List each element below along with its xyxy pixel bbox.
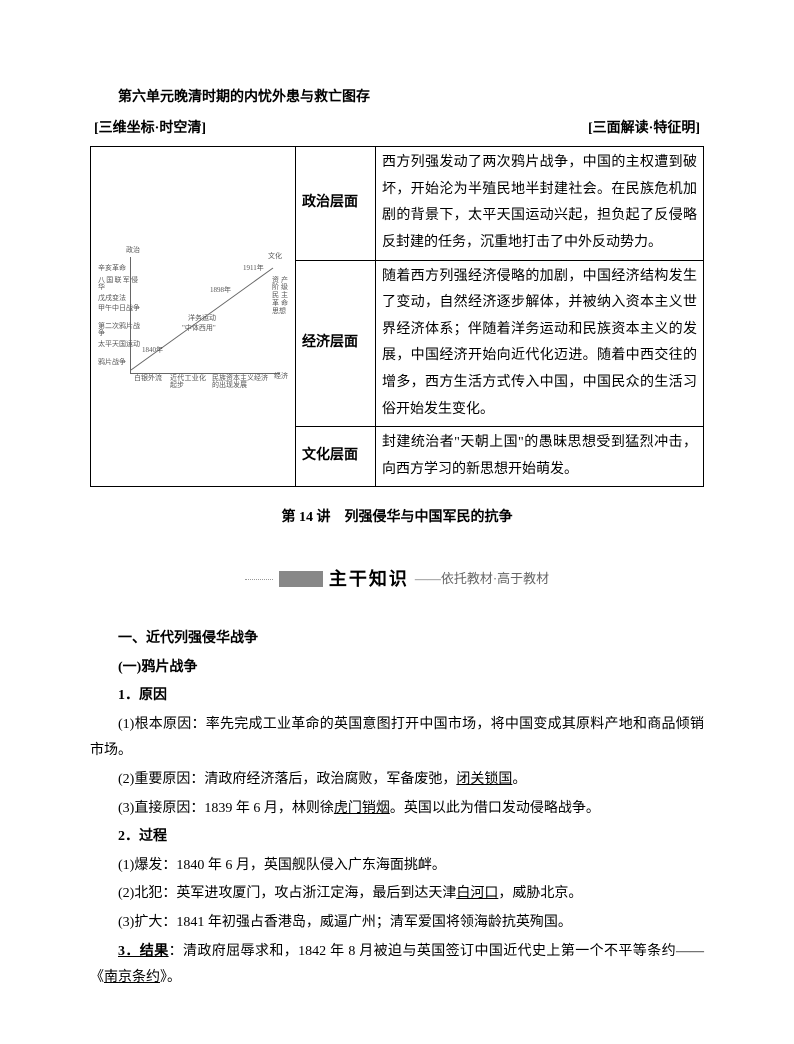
body-text: (3)直接原因：1839 年 6 月，林则徐虎门销烟。英国以此为借口发动侵略战争… bbox=[90, 796, 704, 823]
unit-title: 第六单元晚清时期的内忧外患与救亡图存 bbox=[90, 85, 704, 112]
body-text: (1)爆发：1840 年 6 月，英国舰队侵入广东海面挑衅。 bbox=[90, 853, 704, 880]
point-label: 2．过程 bbox=[90, 824, 704, 851]
sub-headers: [三维坐标·时空清] [三面解读·特征明] bbox=[90, 116, 704, 143]
diagram-cell: 政治 文化 辛亥革命 八国联军侵华 戊戌变法 甲午中日战争 第二次鸦片战争 太平… bbox=[91, 147, 296, 487]
point-label-underline: 3．结果 bbox=[118, 944, 169, 959]
banner-sub-text: ——依托教材·高于教材 bbox=[415, 567, 549, 592]
coordinate-diagram: 政治 文化 辛亥革命 八国联军侵华 戊戌变法 甲午中日战争 第二次鸦片战争 太平… bbox=[98, 247, 288, 387]
section-banner: 主干知识 ——依托教材·高于教材 bbox=[90, 562, 704, 596]
header-left: [三维坐标·时空清] bbox=[94, 116, 206, 143]
body-text: (1)根本原因：率先完成工业革命的英国意图打开中国市场，将中国变成其原料产地和商… bbox=[90, 712, 704, 765]
heading-2: (一)鸦片战争 bbox=[90, 655, 704, 682]
row-label: 政治层面 bbox=[296, 147, 376, 260]
row-content: 西方列强发动了两次鸦片战争，中国的主权遭到破坏，开始沦为半殖民地半封建社会。在民… bbox=[376, 147, 704, 260]
row-content: 随着西方列强经济侵略的加剧，中国经济结构发生了变动，自然经济逐步解体，并被纳入资… bbox=[376, 260, 704, 427]
table-row: 政治 文化 辛亥革命 八国联军侵华 戊戌变法 甲午中日战争 第二次鸦片战争 太平… bbox=[91, 147, 704, 260]
lecture-title: 第 14 讲 列强侵华与中国军民的抗争 bbox=[90, 505, 704, 532]
banner-block-icon bbox=[279, 571, 323, 587]
row-content: 封建统治者"天朝上国"的愚昧思想受到猛烈冲击，向西方学习的新思想开始萌发。 bbox=[376, 427, 704, 487]
heading-1: 一、近代列强侵华战争 bbox=[90, 626, 704, 653]
body-text: 3．结果：清政府屈辱求和，1842 年 8 月被迫与英国签订中国近代史上第一个不… bbox=[90, 939, 704, 992]
row-label: 文化层面 bbox=[296, 427, 376, 487]
body-text: (2)北犯：英军进攻厦门，攻占浙江定海，最后到达天津白河口，威胁北京。 bbox=[90, 881, 704, 908]
point-label: 1．原因 bbox=[90, 683, 704, 710]
underline-text: 白河口 bbox=[456, 886, 498, 901]
main-table: 政治 文化 辛亥革命 八国联军侵华 戊戌变法 甲午中日战争 第二次鸦片战争 太平… bbox=[90, 146, 704, 487]
header-right: [三面解读·特征明] bbox=[588, 116, 700, 143]
row-label: 经济层面 bbox=[296, 260, 376, 427]
body-text: (2)重要原因：清政府经济落后，政治腐败，军备废弛，闭关锁国。 bbox=[90, 767, 704, 794]
underline-text: 虎门销烟 bbox=[334, 801, 390, 816]
banner-main-text: 主干知识 bbox=[329, 562, 409, 596]
banner-dash-icon bbox=[245, 579, 273, 580]
body-text: (3)扩大：1841 年初强占香港岛，威逼广州；清军爱国将领海龄抗英殉国。 bbox=[90, 910, 704, 937]
underline-text: 闭关锁国 bbox=[456, 772, 512, 787]
underline-text: 南京条约 bbox=[104, 970, 160, 985]
